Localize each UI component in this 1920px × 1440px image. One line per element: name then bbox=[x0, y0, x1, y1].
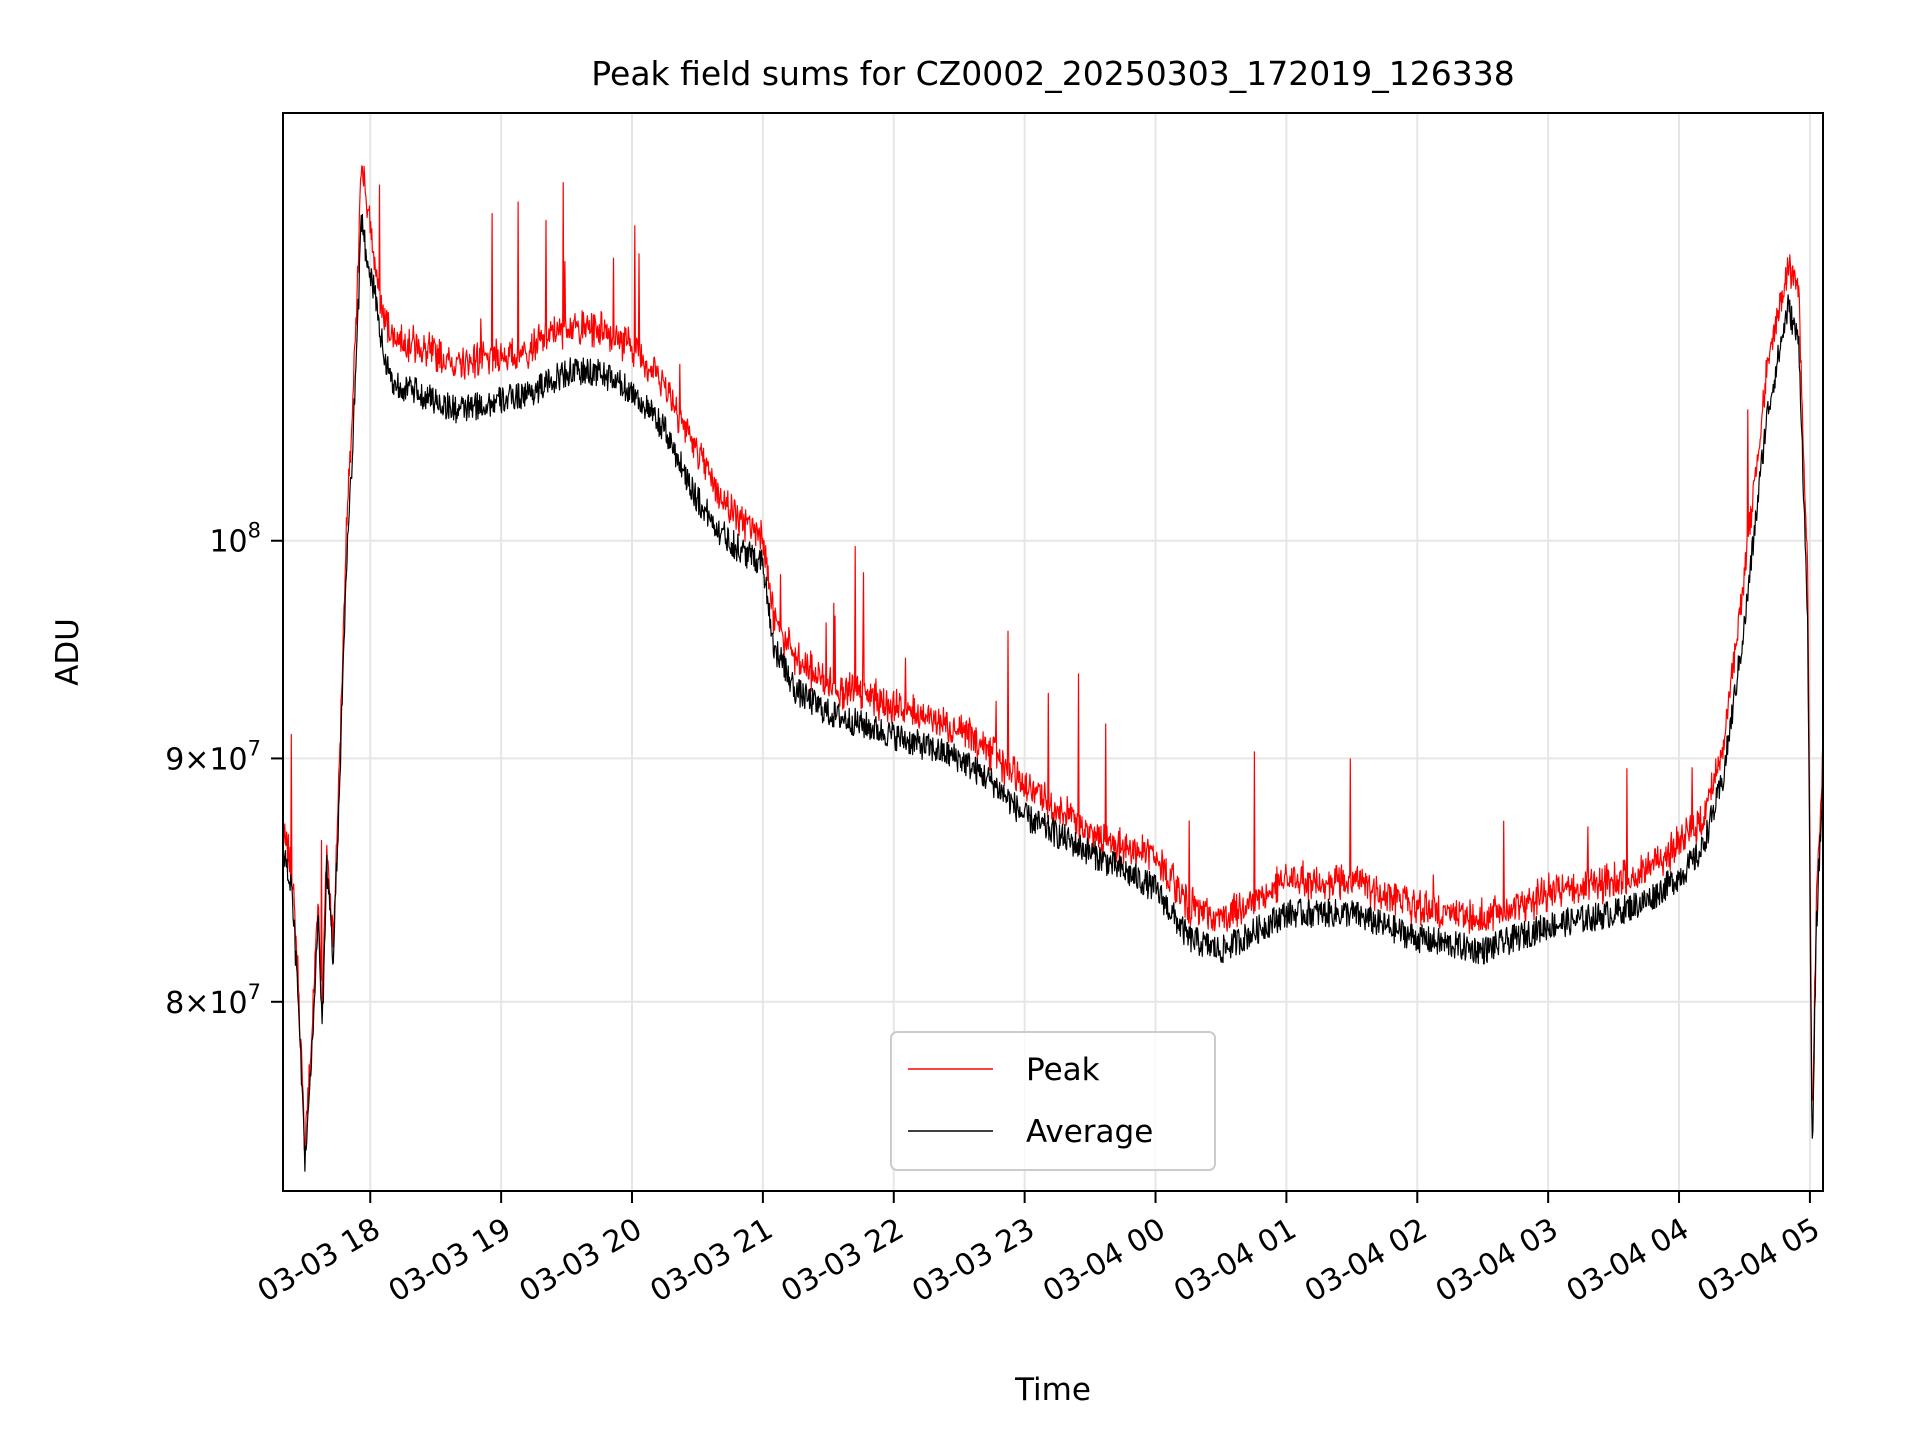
plot-area bbox=[283, 165, 1823, 1172]
y-tick-label: 108 bbox=[209, 519, 261, 560]
y-tick-mantissa: 9 bbox=[165, 742, 184, 777]
gridlines bbox=[283, 113, 1823, 1191]
plot-frame bbox=[282, 112, 1824, 1192]
y-tick-exponent: 7 bbox=[248, 980, 261, 1004]
y-tick-base: 10 bbox=[209, 986, 247, 1021]
y-tick-label: 8×107 bbox=[165, 980, 261, 1021]
legend-label-average: Average bbox=[1026, 1114, 1153, 1150]
x-axis-label: Time bbox=[1014, 1372, 1091, 1408]
y-tick-base: 10 bbox=[209, 742, 247, 777]
chart-title: Peak field sums for CZ0002_20250303_1720… bbox=[591, 54, 1514, 93]
y-tick-base: 10 bbox=[209, 525, 247, 560]
y-axis-label: ADU bbox=[50, 618, 86, 686]
y-tick-operator: × bbox=[184, 742, 209, 777]
y-tick-exponent: 7 bbox=[248, 736, 261, 760]
series-line-average bbox=[283, 213, 1823, 1172]
y-tick-mantissa: 8 bbox=[165, 986, 184, 1021]
legend-box bbox=[890, 1031, 1216, 1171]
series-layer bbox=[283, 165, 1823, 1172]
y-tick-operator: × bbox=[184, 986, 209, 1021]
legend-label-peak: Peak bbox=[1026, 1052, 1100, 1088]
legend: Peak Average bbox=[890, 1031, 1216, 1171]
series-line-peak bbox=[283, 165, 1823, 1152]
y-tick-exponent: 8 bbox=[248, 519, 261, 543]
y-tick-label: 9×107 bbox=[165, 736, 261, 777]
